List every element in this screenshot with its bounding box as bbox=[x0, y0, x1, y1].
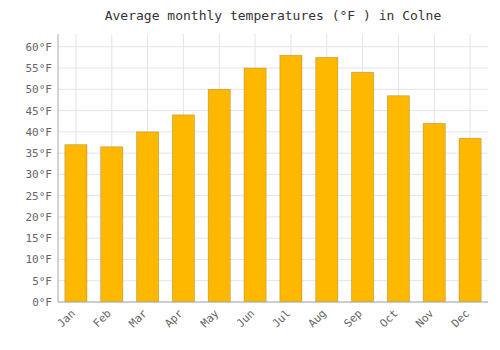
bar bbox=[172, 115, 194, 302]
y-tick-label: 35°F bbox=[26, 147, 53, 160]
x-tick-label: Apr bbox=[162, 307, 186, 331]
bar bbox=[136, 132, 158, 302]
x-tick-label: Jan bbox=[55, 307, 78, 330]
x-tick-label: Jul bbox=[270, 307, 293, 330]
bar bbox=[280, 55, 302, 302]
x-tick-label: Oct bbox=[377, 307, 400, 330]
bar bbox=[316, 57, 338, 302]
y-axis-line bbox=[58, 34, 59, 302]
x-tick-label: Sep bbox=[341, 307, 364, 330]
bar bbox=[459, 138, 481, 302]
grid bbox=[58, 34, 488, 302]
x-tick-label: Jun bbox=[234, 307, 257, 330]
y-tick-label: 10°F bbox=[26, 253, 53, 266]
y-tick-label: 45°F bbox=[26, 105, 53, 118]
y-grid-line bbox=[58, 89, 488, 90]
y-tick-label: 15°F bbox=[26, 232, 53, 245]
y-tick-label: 0°F bbox=[32, 296, 52, 309]
bar bbox=[101, 147, 123, 302]
bar bbox=[387, 96, 409, 302]
y-tick-label: 40°F bbox=[26, 126, 53, 139]
y-tick-label: 30°F bbox=[26, 168, 53, 181]
y-tick-label: 50°F bbox=[26, 83, 53, 96]
y-tick-label: 20°F bbox=[26, 211, 53, 224]
chart-container: Average monthly temperatures (°F ) in Co… bbox=[0, 0, 500, 350]
y-tick-label: 25°F bbox=[26, 190, 53, 203]
bar bbox=[244, 68, 266, 302]
x-tick-label: Aug bbox=[306, 307, 329, 330]
x-tick-label: Mar bbox=[126, 307, 150, 331]
y-grid-line bbox=[58, 68, 488, 69]
x-axis-line bbox=[58, 302, 488, 303]
bar bbox=[65, 145, 87, 302]
x-tick-label: Feb bbox=[91, 307, 114, 330]
chart-svg: Average monthly temperatures (°F ) in Co… bbox=[0, 0, 500, 350]
x-tick-label: Dec bbox=[449, 307, 472, 330]
y-tick-label: 5°F bbox=[32, 275, 52, 288]
x-tick-label: May bbox=[198, 307, 222, 331]
bar bbox=[351, 72, 373, 302]
bar bbox=[423, 123, 445, 302]
bar bbox=[208, 89, 230, 302]
y-tick-label: 55°F bbox=[26, 62, 53, 75]
bars bbox=[65, 55, 481, 302]
y-grid-line bbox=[58, 46, 488, 47]
y-grid-line bbox=[58, 110, 488, 111]
y-grid-line bbox=[58, 302, 488, 303]
x-tick-label: Nov bbox=[413, 307, 437, 331]
chart-title: Average monthly temperatures (°F ) in Co… bbox=[105, 8, 442, 23]
y-tick-label: 60°F bbox=[26, 41, 53, 54]
